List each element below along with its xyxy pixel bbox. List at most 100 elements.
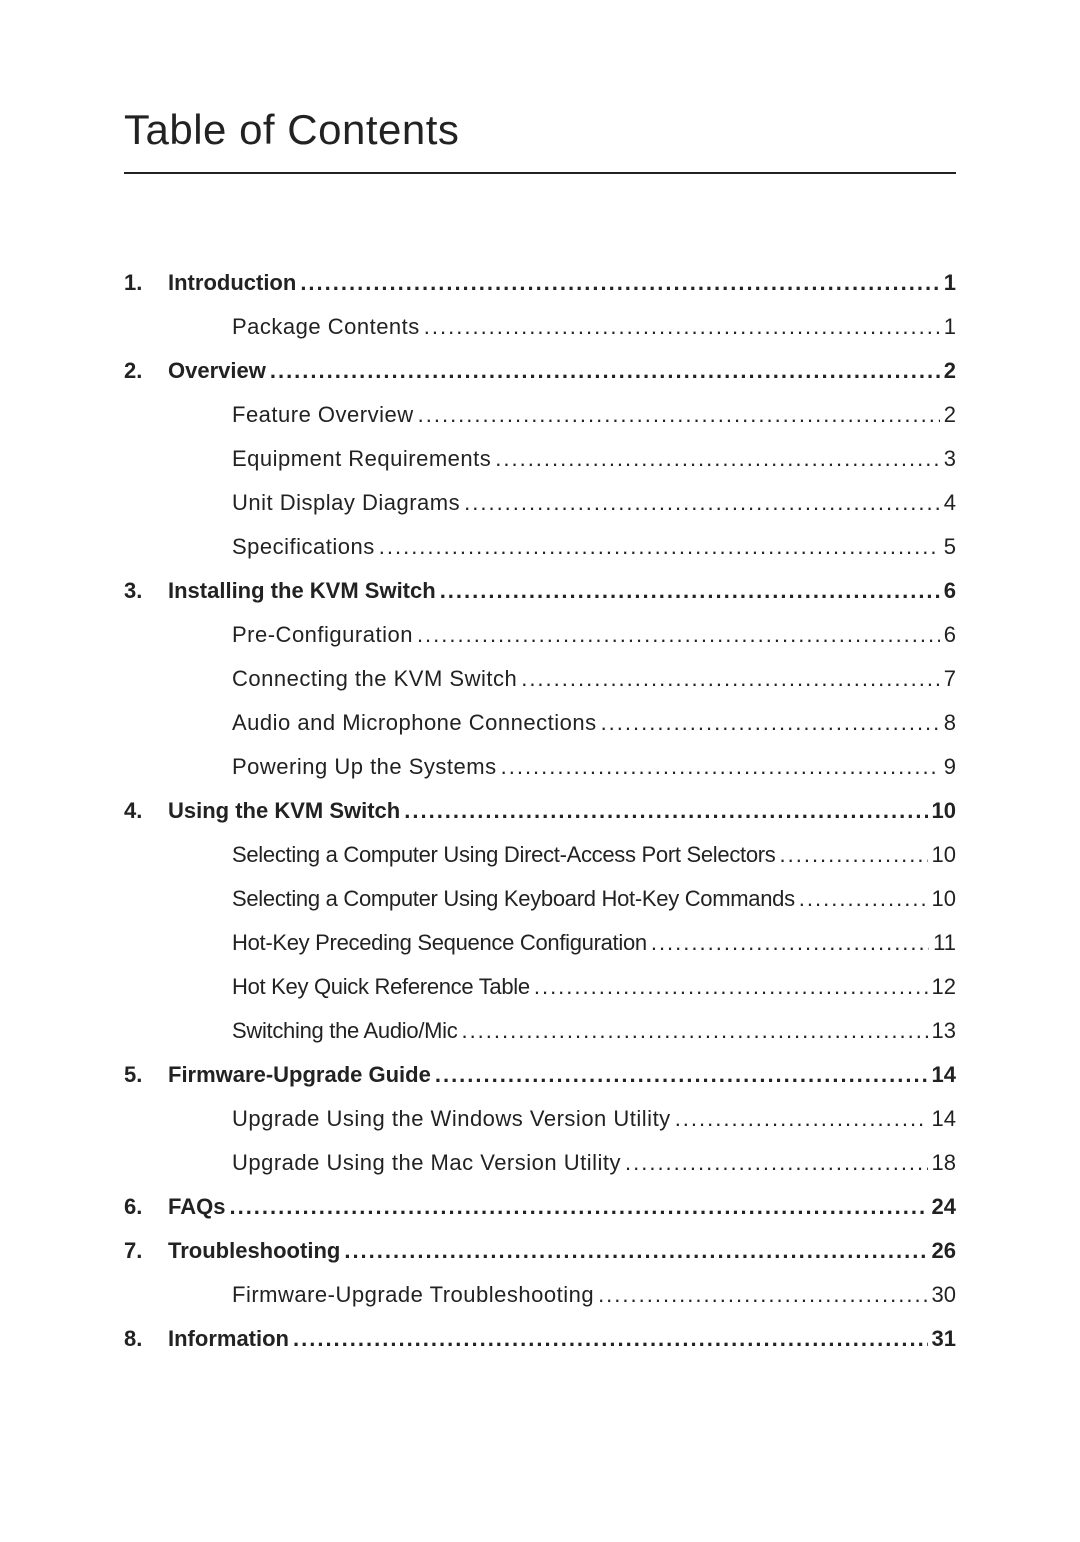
toc-sub-label: Powering Up the Systems bbox=[232, 754, 497, 780]
toc-sub-row: Upgrade Using the Windows Version Utilit… bbox=[124, 1106, 956, 1132]
toc-sub-row: Connecting the KVM Switch...............… bbox=[124, 666, 956, 692]
toc-sub-page: 30 bbox=[928, 1282, 956, 1308]
toc-chapter-row: 6.FAQs..................................… bbox=[124, 1194, 956, 1220]
toc-chapter-row: 8.Information...........................… bbox=[124, 1326, 956, 1352]
toc-leader: ........................................… bbox=[621, 1150, 928, 1176]
toc-leader: ........................................… bbox=[776, 842, 928, 868]
toc-sub-row: Hot Key Quick Reference Table...........… bbox=[124, 974, 956, 1000]
toc-sub-row: Hot-Key Preceding Sequence Configuration… bbox=[124, 930, 956, 956]
toc-sub-label: Hot-Key Preceding Sequence Configuration bbox=[232, 930, 647, 956]
toc-sub-row: Audio and Microphone Connections........… bbox=[124, 710, 956, 736]
toc-chapter-label: Introduction bbox=[168, 270, 296, 296]
toc-leader: ........................................… bbox=[400, 798, 927, 824]
toc-leader: ........................................… bbox=[296, 270, 939, 296]
toc-sub-page: 3 bbox=[940, 446, 956, 472]
toc-sub-row: Firmware-Upgrade Troubleshooting........… bbox=[124, 1282, 956, 1308]
toc-chapter-label: Information bbox=[168, 1326, 289, 1352]
toc-sub-row: Selecting a Computer Using Keyboard Hot-… bbox=[124, 886, 956, 912]
toc-sub-label: Package Contents bbox=[232, 314, 420, 340]
toc-chapter-number: 3. bbox=[124, 578, 168, 604]
toc-leader: ........................................… bbox=[491, 446, 940, 472]
toc-chapter-page: 2 bbox=[940, 358, 956, 384]
toc-sub-label: Audio and Microphone Connections bbox=[232, 710, 597, 736]
toc-leader: ........................................… bbox=[413, 622, 940, 648]
toc-sub-label: Hot Key Quick Reference Table bbox=[232, 974, 530, 1000]
toc-chapter-row: 7.Troubleshooting.......................… bbox=[124, 1238, 956, 1264]
toc-sub-page: 1 bbox=[940, 314, 956, 340]
toc-chapter-row: 2.Overview..............................… bbox=[124, 358, 956, 384]
toc-sub-row: Specifications..........................… bbox=[124, 534, 956, 560]
toc-chapter-number: 4. bbox=[124, 798, 168, 824]
toc-sub-label: Unit Display Diagrams bbox=[232, 490, 460, 516]
toc-sub-page: 14 bbox=[928, 1106, 956, 1132]
toc-leader: ........................................… bbox=[457, 1018, 927, 1044]
toc-sub-page: 11 bbox=[929, 930, 956, 956]
toc-chapter-number: 5. bbox=[124, 1062, 168, 1088]
toc-sub-page: 6 bbox=[940, 622, 956, 648]
toc-chapter-row: 4.Using the KVM Switch..................… bbox=[124, 798, 956, 824]
toc-sub-label: Selecting a Computer Using Keyboard Hot-… bbox=[232, 886, 795, 912]
table-of-contents: 1.Introduction..........................… bbox=[124, 270, 956, 1352]
toc-chapter-number: 2. bbox=[124, 358, 168, 384]
toc-sub-page: 5 bbox=[940, 534, 956, 560]
toc-chapter-number: 8. bbox=[124, 1326, 168, 1352]
toc-chapter-label: Firmware-Upgrade Guide bbox=[168, 1062, 431, 1088]
toc-chapter-page: 26 bbox=[928, 1238, 956, 1264]
toc-sub-row: Switching the Audio/Mic.................… bbox=[124, 1018, 956, 1044]
toc-sub-label: Feature Overview bbox=[232, 402, 414, 428]
toc-sub-page: 10 bbox=[928, 886, 956, 912]
toc-sub-row: Powering Up the Systems.................… bbox=[124, 754, 956, 780]
toc-chapter-label: Troubleshooting bbox=[168, 1238, 340, 1264]
toc-leader: ........................................… bbox=[436, 578, 940, 604]
toc-sub-row: Upgrade Using the Mac Version Utility...… bbox=[124, 1150, 956, 1176]
toc-chapter-page: 6 bbox=[940, 578, 956, 604]
toc-leader: ........................................… bbox=[517, 666, 940, 692]
toc-sub-label: Switching the Audio/Mic bbox=[232, 1018, 457, 1044]
toc-leader: ........................................… bbox=[266, 358, 940, 384]
toc-sub-page: 13 bbox=[928, 1018, 956, 1044]
toc-leader: ........................................… bbox=[597, 710, 940, 736]
toc-leader: ........................................… bbox=[671, 1106, 928, 1132]
toc-sub-row: Feature Overview........................… bbox=[124, 402, 956, 428]
toc-chapter-label: Installing the KVM Switch bbox=[168, 578, 436, 604]
toc-leader: ........................................… bbox=[375, 534, 940, 560]
toc-leader: ........................................… bbox=[647, 930, 929, 956]
toc-chapter-row: 5.Firmware-Upgrade Guide................… bbox=[124, 1062, 956, 1088]
toc-chapter-row: 1.Introduction..........................… bbox=[124, 270, 956, 296]
toc-chapter-page: 1 bbox=[940, 270, 956, 296]
toc-sub-page: 10 bbox=[928, 842, 956, 868]
toc-sub-page: 12 bbox=[928, 974, 956, 1000]
toc-chapter-label: FAQs bbox=[168, 1194, 225, 1220]
toc-chapter-number: 7. bbox=[124, 1238, 168, 1264]
toc-sub-row: Unit Display Diagrams...................… bbox=[124, 490, 956, 516]
toc-sub-page: 2 bbox=[940, 402, 956, 428]
toc-leader: ........................................… bbox=[414, 402, 940, 428]
toc-chapter-label: Using the KVM Switch bbox=[168, 798, 400, 824]
toc-leader: ........................................… bbox=[420, 314, 940, 340]
page-title: Table of Contents bbox=[124, 106, 956, 174]
toc-chapter-label: Overview bbox=[168, 358, 266, 384]
toc-sub-label: Upgrade Using the Mac Version Utility bbox=[232, 1150, 621, 1176]
toc-sub-page: 4 bbox=[940, 490, 956, 516]
toc-sub-label: Selecting a Computer Using Direct-Access… bbox=[232, 842, 776, 868]
toc-chapter-page: 10 bbox=[928, 798, 956, 824]
toc-sub-row: Package Contents........................… bbox=[124, 314, 956, 340]
toc-leader: ........................................… bbox=[289, 1326, 928, 1352]
toc-sub-page: 7 bbox=[940, 666, 956, 692]
toc-sub-page: 9 bbox=[940, 754, 956, 780]
toc-leader: ........................................… bbox=[497, 754, 940, 780]
toc-leader: ........................................… bbox=[225, 1194, 927, 1220]
toc-sub-row: Pre-Configuration.......................… bbox=[124, 622, 956, 648]
toc-sub-label: Upgrade Using the Windows Version Utilit… bbox=[232, 1106, 671, 1132]
toc-sub-row: Equipment Requirements..................… bbox=[124, 446, 956, 472]
toc-sub-label: Equipment Requirements bbox=[232, 446, 491, 472]
toc-leader: ........................................… bbox=[530, 974, 928, 1000]
toc-sub-page: 8 bbox=[940, 710, 956, 736]
toc-chapter-number: 1. bbox=[124, 270, 168, 296]
toc-leader: ........................................… bbox=[340, 1238, 927, 1264]
toc-chapter-row: 3.Installing the KVM Switch.............… bbox=[124, 578, 956, 604]
toc-leader: ........................................… bbox=[594, 1282, 927, 1308]
toc-chapter-number: 6. bbox=[124, 1194, 168, 1220]
toc-sub-label: Pre-Configuration bbox=[232, 622, 413, 648]
toc-sub-label: Firmware-Upgrade Troubleshooting bbox=[232, 1282, 594, 1308]
